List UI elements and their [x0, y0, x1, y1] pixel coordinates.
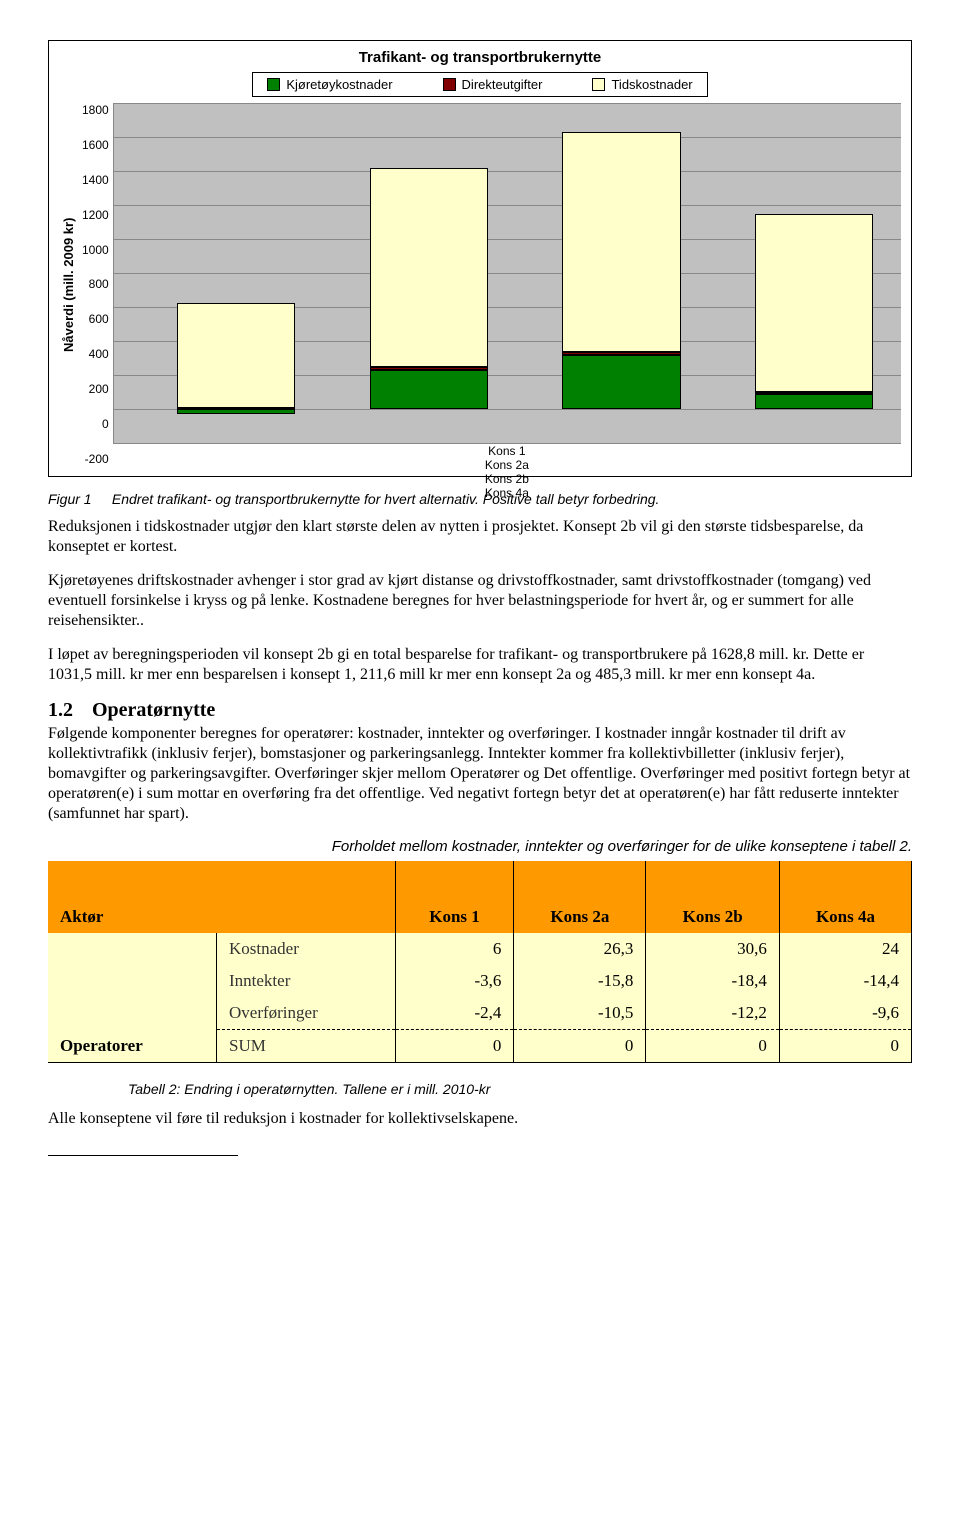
- table-row-label: Kostnader: [217, 933, 396, 965]
- chart-legend: Kjøretøykostnader Direkteutgifter Tidsko…: [252, 72, 707, 97]
- bar-segment: [370, 168, 488, 368]
- table-header: Kons 2a: [514, 861, 646, 933]
- paragraph: Reduksjonen i tidskostnader utgjør den k…: [48, 517, 912, 557]
- figure-number: Figur 1: [48, 491, 108, 507]
- legend-label: Direkteutgifter: [462, 77, 543, 92]
- bar-segment: [755, 392, 873, 394]
- ytick-label: 400: [89, 347, 109, 361]
- legend-item: Direkteutgifter: [443, 77, 543, 92]
- table-cell: 0: [646, 1030, 780, 1063]
- table-header: Aktør: [48, 861, 395, 933]
- table-intro: Forholdet mellom kostnader, inntekter og…: [48, 838, 912, 855]
- xtick-label: Kons 1: [113, 444, 901, 458]
- ytick-label: 1000: [82, 243, 109, 257]
- table-header: Kons 2b: [646, 861, 780, 933]
- bar-segment: [755, 394, 873, 409]
- bar-segment: [755, 214, 873, 392]
- table-cell: -12,2: [646, 997, 780, 1030]
- bar-segment: [370, 367, 488, 370]
- chart-container: Trafikant- og transportbrukernytte Kjøre…: [48, 40, 912, 477]
- ytick-label: 1200: [82, 208, 109, 222]
- table-caption: Tabell 2: Endring i operatørnytten. Tall…: [128, 1081, 912, 1097]
- table-cell: -15,8: [514, 965, 646, 997]
- ytick-label: 200: [89, 382, 109, 396]
- bar-segment: [370, 370, 488, 409]
- table-cell: 24: [779, 933, 911, 965]
- bar: [562, 103, 680, 443]
- ytick-label: 1800: [82, 103, 109, 117]
- table-cell: 30,6: [646, 933, 780, 965]
- bar-segment: [562, 132, 680, 352]
- operator-table: Aktør Kons 1 Kons 2a Kons 2b Kons 4a Ope…: [48, 861, 912, 1063]
- section-number: 1.2: [48, 699, 92, 722]
- table-cell: -9,6: [779, 997, 911, 1030]
- legend-swatch: [443, 78, 456, 91]
- table-row: Operatorer Kostnader 6 26,3 30,6 24: [48, 933, 912, 965]
- table-row-label: Inntekter: [217, 965, 396, 997]
- table-header: Kons 4a: [779, 861, 911, 933]
- bar-segment: [562, 355, 680, 409]
- chart-title: Trafikant- og transportbrukernytte: [59, 49, 901, 66]
- section-heading: 1.2Operatørnytte: [48, 699, 912, 722]
- ytick-label: 600: [89, 312, 109, 326]
- table-header: Kons 1: [395, 861, 514, 933]
- legend-label: Tidskostnader: [611, 77, 692, 92]
- table-cell: -3,6: [395, 965, 514, 997]
- bar-segment: [562, 352, 680, 355]
- bar: [755, 103, 873, 443]
- legend-item: Kjøretøykostnader: [267, 77, 392, 92]
- paragraph: Alle konseptene vil føre til reduksjon i…: [48, 1109, 912, 1129]
- table-cell: -2,4: [395, 997, 514, 1030]
- section-title: Operatørnytte: [92, 699, 215, 721]
- chart-xaxis: Kons 1Kons 2aKons 2bKons 4a: [113, 444, 901, 466]
- table-cell: 26,3: [514, 933, 646, 965]
- ytick-label: 1600: [82, 138, 109, 152]
- bar-segment: [177, 408, 295, 410]
- footnote-rule: [48, 1155, 238, 1156]
- chart-yaxis: 1800 1600 1400 1200 1000 800 600 400 200 0 -200: [78, 103, 113, 466]
- table-cell: 0: [395, 1030, 514, 1063]
- chart-body: Nåverdi (mill. 2009 kr) 1800 1600 1400 1200…: [59, 103, 901, 466]
- ytick-label: 0: [102, 417, 109, 431]
- xtick-label: Kons 2a: [113, 458, 901, 472]
- chart-ylabel: Nåverdi (mill. 2009 kr): [59, 103, 78, 466]
- chart-plot: [113, 103, 901, 444]
- legend-swatch: [267, 78, 280, 91]
- table-cell: -10,5: [514, 997, 646, 1030]
- ytick-label: 1400: [82, 173, 109, 187]
- legend-swatch: [592, 78, 605, 91]
- table-header-row: Aktør Kons 1 Kons 2a Kons 2b Kons 4a: [48, 861, 912, 933]
- bar: [177, 103, 295, 443]
- table-cell: 0: [779, 1030, 911, 1063]
- bar-segment: [177, 303, 295, 408]
- table-cell: -14,4: [779, 965, 911, 997]
- legend-item: Tidskostnader: [592, 77, 692, 92]
- table-row-label: Overføringer: [217, 997, 396, 1030]
- bar: [370, 103, 488, 443]
- xtick-label: Kons 2b: [113, 472, 901, 486]
- paragraph: I løpet av beregningsperioden vil konsep…: [48, 645, 912, 685]
- table-cell: 0: [514, 1030, 646, 1063]
- ytick-label: -200: [85, 452, 109, 466]
- paragraph: Kjøretøyenes driftskostnader avhenger i …: [48, 571, 912, 631]
- paragraph: Følgende komponenter beregnes for operat…: [48, 724, 912, 824]
- table-row-label: SUM: [217, 1030, 396, 1063]
- ytick-label: 800: [89, 277, 109, 291]
- table-cell: -18,4: [646, 965, 780, 997]
- table-aktor: Operatorer: [48, 933, 217, 1063]
- table-cell: 6: [395, 933, 514, 965]
- legend-label: Kjøretøykostnader: [286, 77, 392, 92]
- xtick-label: Kons 4a: [113, 486, 901, 500]
